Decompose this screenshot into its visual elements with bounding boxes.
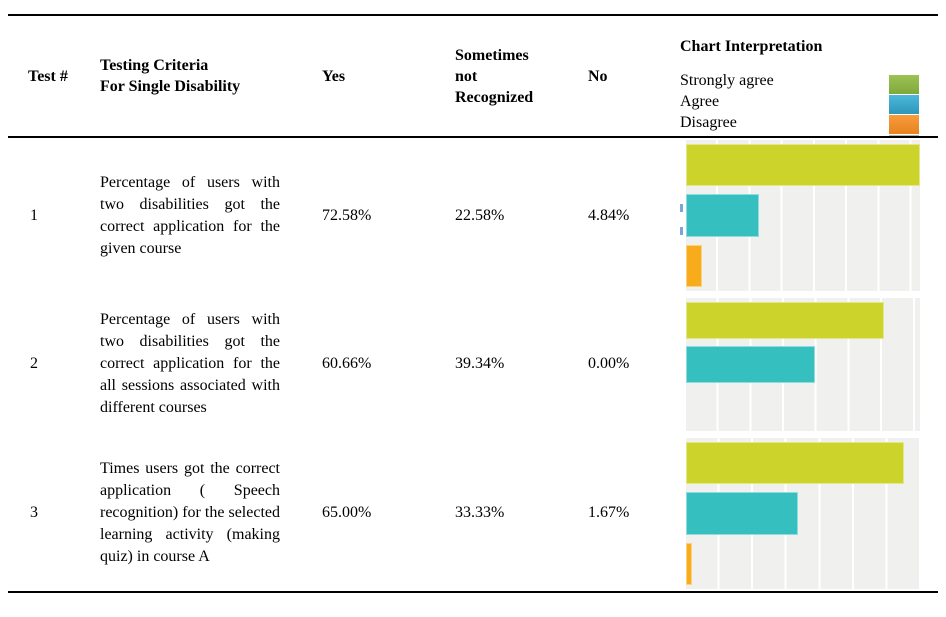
criteria-cell: Percentage of users with two disabilitie… bbox=[100, 293, 310, 435]
bar-agree bbox=[686, 345, 815, 384]
column-header-sometimes-not-recognized: Sometimes not Recognized bbox=[455, 46, 534, 106]
bar-slot bbox=[686, 539, 920, 589]
bar-slot bbox=[686, 387, 920, 431]
table-header-row: Test # Testing Criteria For Single Disab… bbox=[8, 16, 938, 138]
legend-label-strongly-agree: Strongly agree bbox=[680, 72, 774, 89]
sometimes-value: 39.34% bbox=[455, 355, 505, 372]
legend-label-disagree: Disagree bbox=[680, 114, 737, 131]
bar-slot bbox=[686, 488, 920, 538]
bar-agree bbox=[686, 492, 798, 535]
criteria-cell: Percentage of users with two disabilitie… bbox=[100, 138, 310, 293]
bar-disagree bbox=[686, 542, 692, 585]
bar-strongly-agree bbox=[686, 144, 920, 187]
yes-value: 65.00% bbox=[322, 504, 372, 521]
column-header-testing-criteria: Testing Criteria For Single Disability bbox=[100, 57, 241, 95]
legend-swatch-disagree-icon bbox=[889, 115, 919, 134]
criteria-text: Percentage of users with two disabilitie… bbox=[100, 311, 280, 416]
bar-chart-test-2 bbox=[686, 298, 920, 431]
column-header-chart-interpretation: Chart Interpretation Strongly agree Agre… bbox=[662, 16, 938, 136]
bar-chart-plot-area bbox=[686, 438, 920, 589]
legend-swatch-agree-icon bbox=[889, 95, 919, 114]
test-number: 3 bbox=[30, 504, 38, 521]
legend-clipped-gray-strip bbox=[889, 135, 919, 136]
legend-swatches bbox=[889, 75, 919, 136]
criteria-text: Times users got the correct application … bbox=[100, 460, 280, 565]
bar-chart-test-3 bbox=[686, 438, 920, 589]
test-number: 2 bbox=[30, 355, 38, 372]
yes-value: 60.66% bbox=[322, 355, 372, 372]
legend-label-agree: Agree bbox=[680, 93, 720, 110]
no-value: 0.00% bbox=[588, 355, 630, 372]
bar-slot bbox=[686, 342, 920, 386]
column-header-no: No bbox=[588, 67, 608, 85]
bar-slot bbox=[686, 438, 920, 488]
chart-legend: Strongly agree Agree Disagree bbox=[680, 70, 919, 136]
chart-cell bbox=[662, 293, 938, 435]
sometimes-value: 33.33% bbox=[455, 504, 505, 521]
chart-cell bbox=[662, 435, 938, 591]
chart-interpretation-title: Chart Interpretation bbox=[680, 38, 823, 55]
bar-disagree bbox=[686, 244, 702, 287]
bar-slot bbox=[686, 140, 920, 190]
bar-chart-plot-area bbox=[686, 140, 920, 291]
clipped-axis-label-fragment bbox=[680, 204, 683, 212]
no-value: 4.84% bbox=[588, 206, 630, 224]
column-header-yes: Yes bbox=[322, 67, 346, 85]
table-row: 1 Percentage of users with two disabilit… bbox=[8, 138, 938, 293]
chart-cell bbox=[662, 138, 938, 293]
table-row: 3 Times users got the correct applicatio… bbox=[8, 435, 938, 591]
test-number: 1 bbox=[30, 206, 38, 224]
sometimes-value: 22.58% bbox=[455, 206, 505, 224]
criteria-cell: Times users got the correct application … bbox=[100, 435, 310, 591]
table-row: 2 Percentage of users with two disabilit… bbox=[8, 293, 938, 435]
yes-value: 72.58% bbox=[322, 206, 372, 224]
bar-strongly-agree bbox=[686, 301, 885, 339]
legend-labels: Strongly agree Agree Disagree bbox=[680, 70, 889, 136]
bar-agree bbox=[686, 194, 759, 237]
bar-chart-plot-area bbox=[686, 298, 920, 431]
no-value: 1.67% bbox=[588, 504, 630, 521]
legend-swatch-strongly-agree-icon bbox=[889, 75, 919, 94]
bar-slot bbox=[686, 190, 920, 240]
bar-slot bbox=[686, 298, 920, 342]
results-table: Test # Testing Criteria For Single Disab… bbox=[8, 14, 938, 593]
bar-strongly-agree bbox=[686, 442, 905, 485]
clipped-axis-label-fragment bbox=[680, 227, 683, 235]
bar-chart-test-1 bbox=[680, 140, 920, 291]
bar-slot bbox=[686, 241, 920, 291]
criteria-text: Percentage of users with two disabilitie… bbox=[100, 173, 280, 257]
column-header-test-number: Test # bbox=[28, 67, 68, 85]
